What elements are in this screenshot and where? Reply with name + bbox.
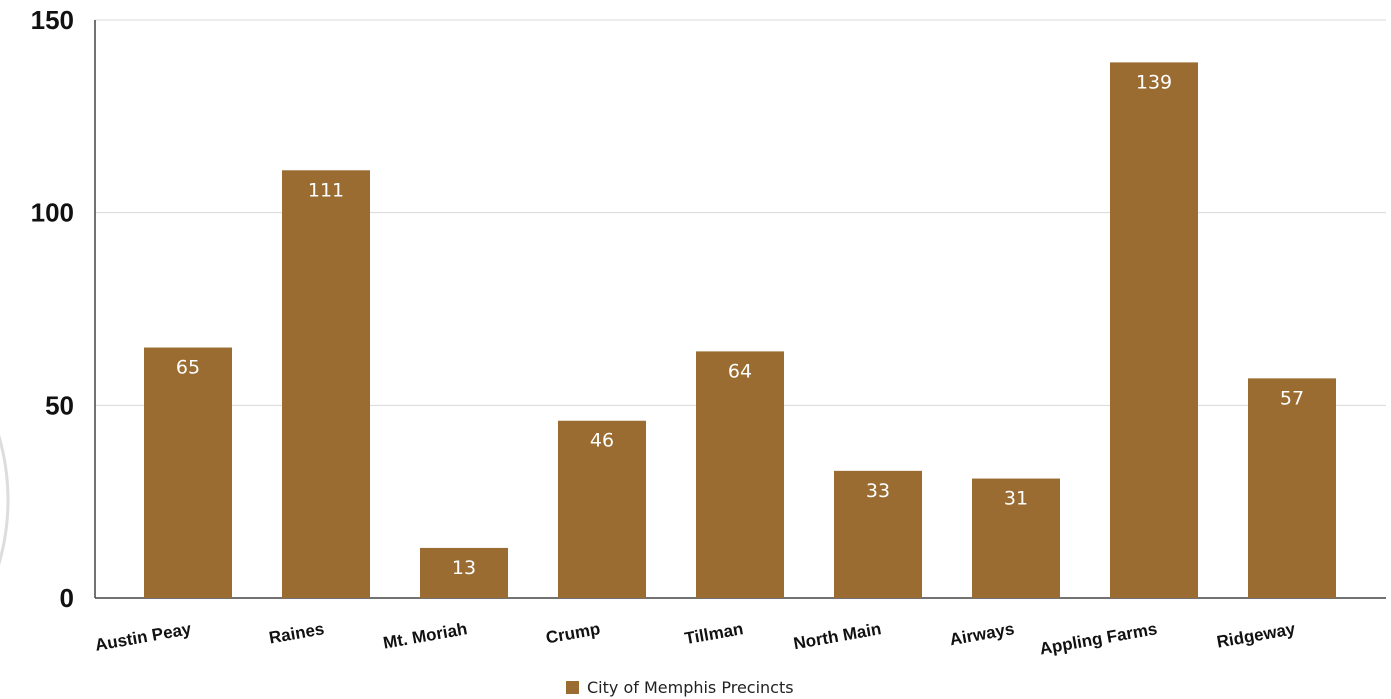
legend-label: City of Memphis Precincts xyxy=(587,678,794,697)
bar-appling-farms xyxy=(1110,62,1198,599)
bar-austin-peay xyxy=(144,347,232,598)
bar-raines xyxy=(282,170,370,598)
x-tick-label: North Main xyxy=(792,619,883,653)
data-label: 31 xyxy=(1004,488,1028,510)
data-label: 111 xyxy=(308,179,344,201)
y-axis-tick-labels: 0 50 100 150 xyxy=(31,5,74,613)
y-tick-label: 100 xyxy=(31,198,74,228)
data-label: 33 xyxy=(866,480,890,502)
legend-swatch xyxy=(566,681,579,694)
legend: City of Memphis Precincts xyxy=(566,678,794,697)
x-tick-label: Ridgeway xyxy=(1215,619,1297,652)
bar-mt-moriah xyxy=(420,547,508,598)
bar-crump xyxy=(558,420,646,598)
bar-ridgeway xyxy=(1248,378,1336,598)
data-label: 139 xyxy=(1136,71,1172,93)
y-tick-label: 150 xyxy=(31,5,74,35)
data-label: 46 xyxy=(590,430,614,452)
data-label: 13 xyxy=(452,557,476,579)
x-tick-label: Tillman xyxy=(683,619,745,648)
y-tick-label: 0 xyxy=(60,583,74,613)
bar-airways xyxy=(972,478,1060,598)
x-tick-label: Austin Peay xyxy=(94,619,194,655)
bar-tillman xyxy=(696,351,784,598)
y-tick-label: 50 xyxy=(45,390,74,420)
bars xyxy=(144,62,1336,599)
data-labels: 65 111 13 46 64 33 31 139 57 xyxy=(176,71,1304,579)
x-tick-label: Appling Farms xyxy=(1038,619,1159,658)
x-axis-tick-labels: Austin Peay Raines Mt. Moriah Crump Tillman N… xyxy=(94,619,1298,658)
data-label: 57 xyxy=(1280,387,1304,409)
x-tick-label: Airways xyxy=(948,619,1016,649)
x-tick-label: Raines xyxy=(267,619,325,647)
data-label: 64 xyxy=(728,360,752,382)
x-tick-label: Mt. Moriah xyxy=(382,619,469,652)
x-tick-label: Crump xyxy=(544,619,601,647)
background-decoration-circle xyxy=(0,434,10,566)
bar-north-main xyxy=(834,470,922,598)
data-label: 65 xyxy=(176,357,200,379)
